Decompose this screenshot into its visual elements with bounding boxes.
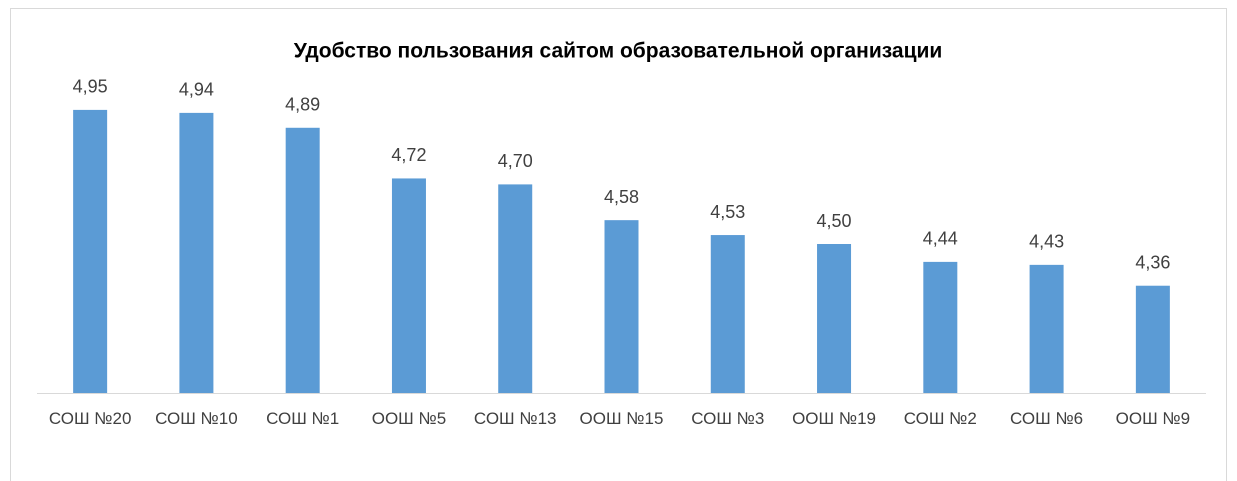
data-label: 4,72 <box>391 145 426 165</box>
bar <box>1135 285 1170 393</box>
data-label: 4,43 <box>1029 232 1064 252</box>
x-tick-label: СОШ №1 <box>266 409 340 428</box>
bar <box>73 109 108 394</box>
data-label: 4,36 <box>1135 252 1170 272</box>
bar <box>710 235 745 393</box>
x-tick-label: ООШ №5 <box>371 409 447 428</box>
x-tick-label: СОШ №3 <box>691 409 765 428</box>
data-label: 4,94 <box>179 80 214 100</box>
x-tick-label: СОШ №6 <box>1010 409 1084 428</box>
data-label: 4,58 <box>604 187 639 207</box>
x-tick-label: СОШ №2 <box>903 409 977 428</box>
x-tick-label: СОШ №20 <box>48 409 132 428</box>
bar <box>498 184 533 393</box>
x-tick-label: ООШ №15 <box>579 409 664 428</box>
bar <box>285 127 320 393</box>
bar <box>923 261 958 393</box>
bar <box>817 244 852 393</box>
data-label: 4,53 <box>710 202 745 222</box>
chart-title: Удобство пользования сайтом образователь… <box>294 40 943 63</box>
x-tick-label: ООШ №19 <box>792 409 876 428</box>
x-tick-label: СОШ №10 <box>155 409 238 428</box>
bar <box>391 178 426 393</box>
data-label: 4,50 <box>817 211 852 231</box>
data-label: 4,95 <box>73 77 108 97</box>
bar <box>1029 264 1064 393</box>
data-label: 4,70 <box>498 151 533 171</box>
data-label: 4,89 <box>285 95 320 115</box>
x-tick-label: СОШ №13 <box>473 409 557 428</box>
bar <box>604 220 639 393</box>
x-tick-label: ООШ №9 <box>1115 409 1191 428</box>
bar <box>179 112 214 393</box>
data-label: 4,44 <box>923 229 958 249</box>
